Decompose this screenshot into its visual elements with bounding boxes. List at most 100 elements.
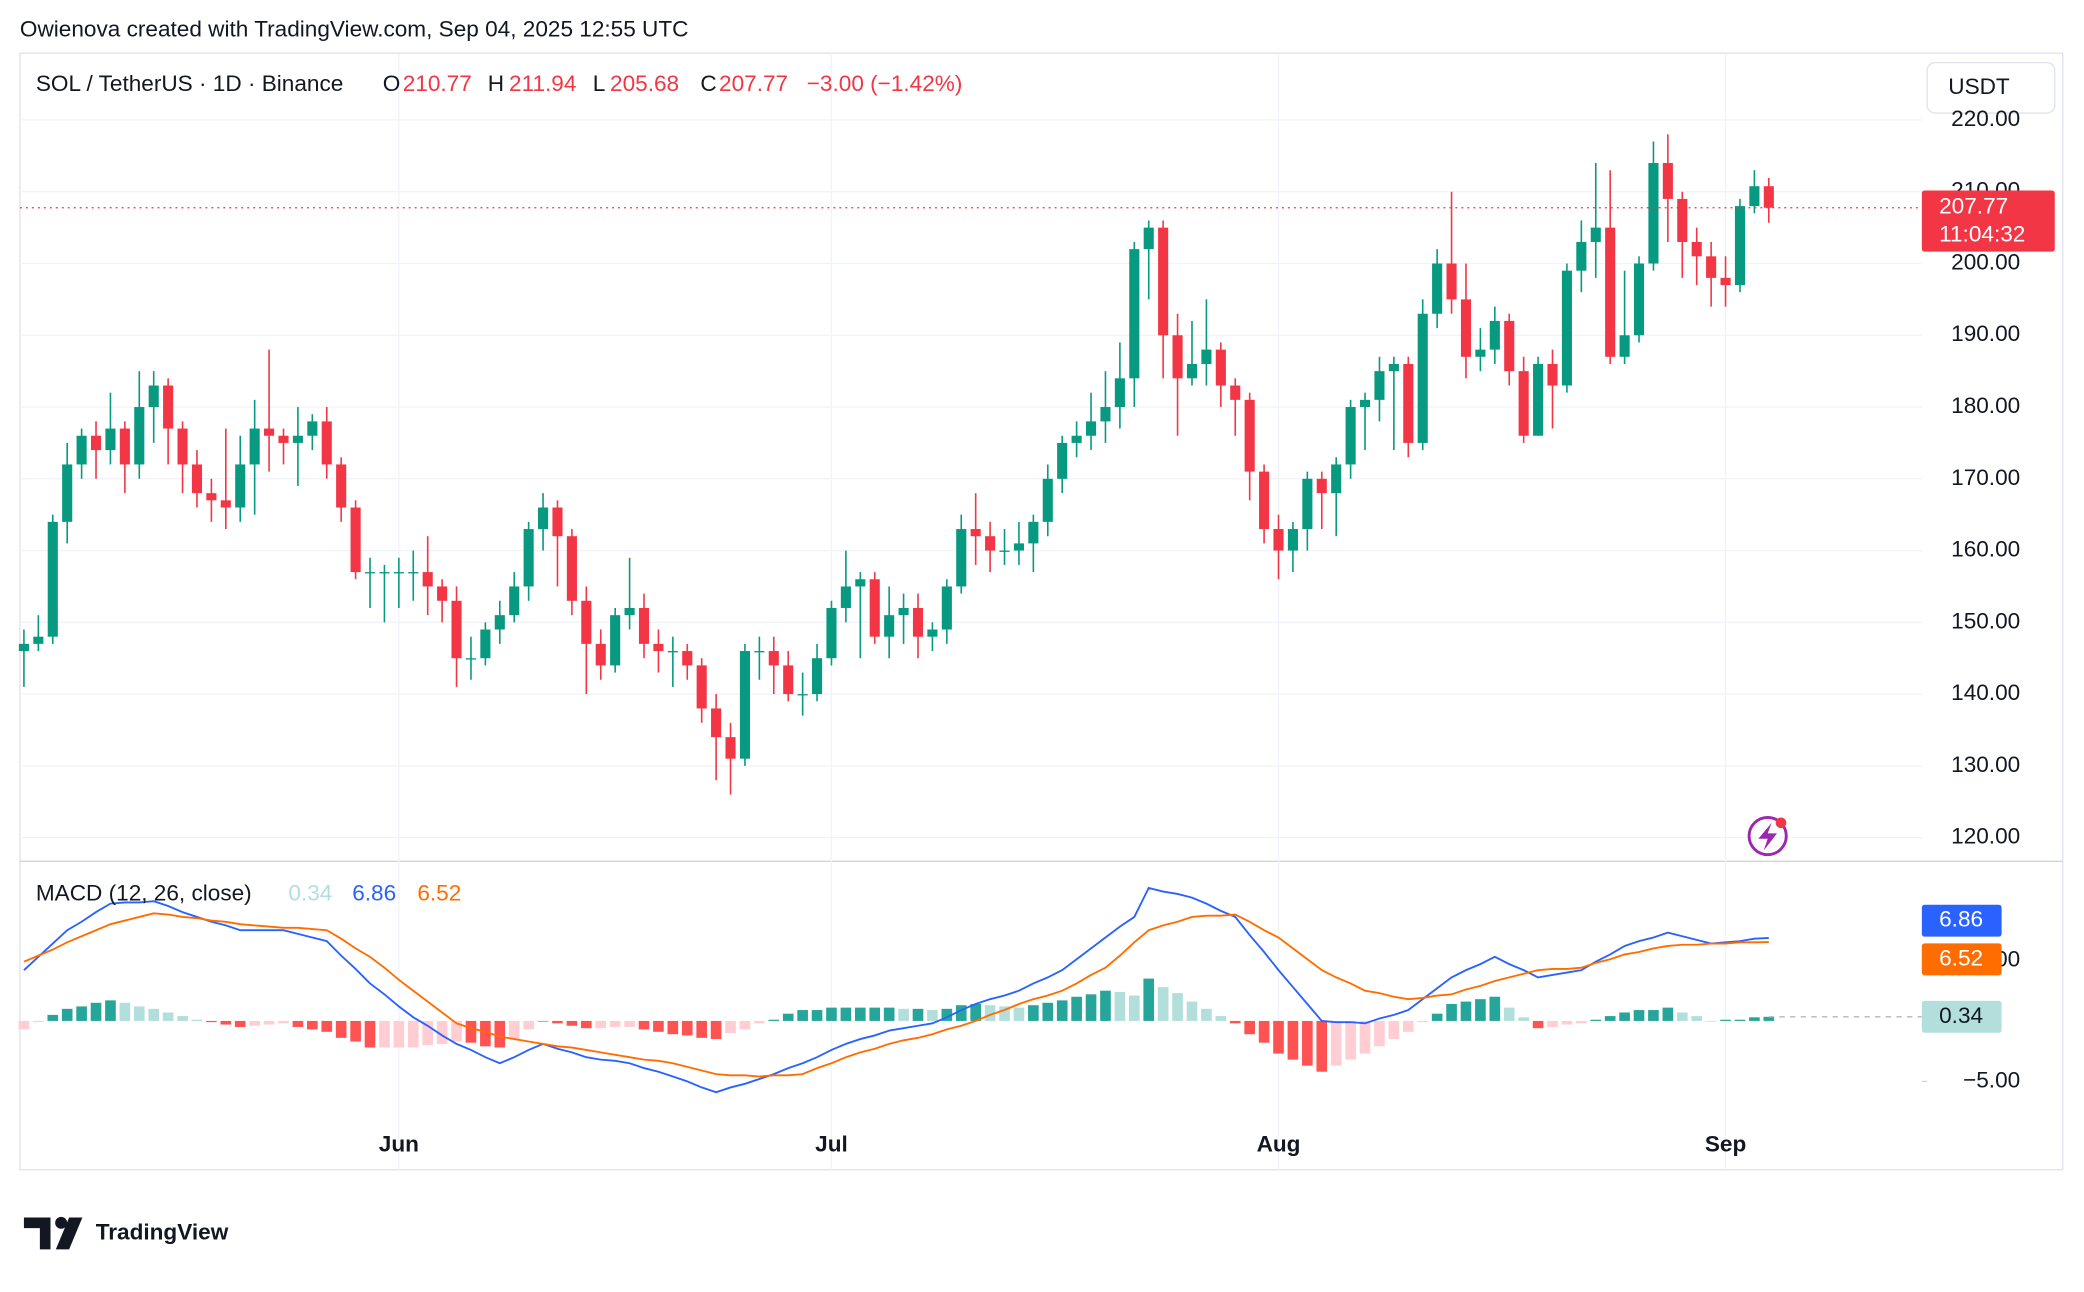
value-badge: [1921, 904, 2002, 937]
histogram-bar: [1013, 1007, 1025, 1021]
y-tick-label: 140.00: [1951, 680, 2020, 705]
candle-body: [638, 607, 650, 644]
histogram-bar: [768, 1019, 780, 1021]
histogram-bar: [624, 1020, 635, 1027]
histogram-bar: [725, 1020, 736, 1034]
candle-body: [1648, 163, 1659, 264]
candle-body: [206, 493, 217, 501]
histogram-bar: [364, 1020, 376, 1048]
candle-body: [1013, 543, 1024, 551]
histogram-bar: [797, 1010, 808, 1021]
histogram-bar: [566, 1020, 578, 1026]
histogram-bar: [90, 1002, 102, 1021]
candle-body: [711, 708, 722, 738]
candle-body: [1706, 256, 1717, 278]
histogram-bar: [1518, 1017, 1529, 1021]
candle-body: [1633, 263, 1645, 336]
histogram-bar: [1128, 995, 1140, 1021]
candle-body: [840, 586, 851, 608]
y-tick-label: −5.00: [1963, 1067, 2020, 1092]
macd-line: [23, 886, 1769, 1094]
currency-button[interactable]: [1926, 61, 2056, 114]
candle-body: [1273, 529, 1284, 551]
y-tick-label: 130.00: [1951, 752, 2020, 777]
candle-body: [191, 464, 203, 494]
histogram-bar: [1071, 996, 1082, 1021]
y-tick-label: 180.00: [1951, 393, 2020, 418]
x-tick-label: Aug: [1257, 1132, 1301, 1157]
histogram-bar: [667, 1020, 679, 1035]
candle-body: [1518, 371, 1529, 436]
candle-body: [393, 572, 404, 574]
candle-body: [90, 435, 102, 451]
alert-icon[interactable]: [1747, 815, 1788, 857]
candle-body: [62, 464, 73, 522]
histogram-bar: [1604, 1016, 1616, 1021]
candle-body: [437, 586, 448, 601]
macd-title: MACD (12, 26, close): [36, 881, 252, 906]
candle-body: [422, 572, 433, 587]
histogram-bar: [220, 1020, 232, 1025]
candle-body: [1129, 249, 1140, 379]
candle-body: [1561, 270, 1572, 386]
candle-body: [1504, 320, 1515, 372]
candle-body: [1605, 227, 1616, 357]
histogram-bar: [162, 1012, 174, 1021]
logo: [23, 1216, 83, 1250]
histogram-bar: [1287, 1020, 1299, 1060]
candle-body: [1302, 478, 1313, 530]
plot: [18, 134, 1922, 1094]
legend-high: 211.94: [509, 71, 576, 96]
histogram-bar: [393, 1020, 405, 1048]
histogram-bar: [754, 1020, 765, 1024]
candle-body: [336, 464, 347, 508]
histogram-bar: [1028, 1005, 1039, 1021]
candle-body: [321, 421, 332, 465]
histogram-bar: [854, 1007, 866, 1021]
histogram-bar: [133, 1006, 145, 1021]
candle-body: [1085, 421, 1097, 436]
histogram-bar: [105, 1000, 116, 1021]
candle-body: [494, 615, 505, 630]
value-badge: [1921, 1000, 2002, 1033]
candle-body: [451, 600, 462, 659]
candle-body: [999, 550, 1010, 552]
x-tick-label: Jun: [379, 1132, 419, 1157]
legend-change: −3.00 (−1.42%): [807, 71, 963, 96]
candle-body: [610, 615, 621, 666]
currency[interactable]: USDT: [1948, 74, 2010, 99]
candle-body: [134, 407, 145, 465]
histogram-bar: [955, 1005, 967, 1021]
y-tick-label: 160.00: [1951, 537, 2020, 562]
candle-body: [1158, 227, 1169, 336]
y-tick-label: 170.00: [1951, 465, 2020, 490]
candle-body: [1677, 198, 1688, 242]
value-badge-label: 0.34: [1939, 1003, 1983, 1028]
histogram-bar: [581, 1020, 592, 1029]
candle-body: [1374, 371, 1385, 400]
histogram-bar: [1547, 1020, 1558, 1027]
candle-body: [76, 435, 87, 465]
histogram-bar: [335, 1020, 347, 1038]
histogram-bar: [681, 1020, 693, 1036]
candle-body: [581, 600, 592, 644]
candle-body: [1691, 241, 1702, 257]
candle-body: [235, 464, 246, 508]
candle-body: [754, 651, 765, 653]
candle-body: [970, 529, 981, 537]
histogram-bar: [1763, 1016, 1775, 1021]
histogram-bar: [1402, 1020, 1414, 1032]
histogram-bar: [653, 1020, 664, 1032]
candle-body: [47, 521, 58, 637]
candle-body: [364, 572, 376, 574]
histogram-bar: [869, 1007, 881, 1021]
histogram-bar: [1749, 1017, 1760, 1021]
histogram-bar: [840, 1007, 852, 1021]
histogram-bar: [1475, 999, 1486, 1021]
histogram-bar: [811, 1010, 823, 1021]
legend-o: O: [383, 71, 401, 96]
candle-body: [725, 737, 736, 759]
legend-low: 205.68: [610, 71, 679, 96]
